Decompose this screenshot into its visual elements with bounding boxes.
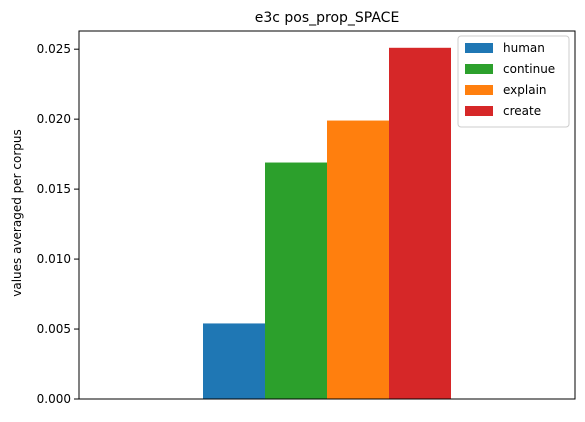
legend-box xyxy=(457,35,570,128)
bar-explain xyxy=(327,120,389,399)
bar-continue xyxy=(265,162,327,399)
legend-swatch-create xyxy=(465,106,493,116)
legend: human continue explain create xyxy=(457,35,570,128)
chart-title: e3c pos_prop_SPACE xyxy=(255,10,400,26)
legend-swatch-explain xyxy=(465,85,493,95)
legend-swatch-continue xyxy=(465,64,493,74)
bars-group xyxy=(203,47,451,400)
legend-label-create: create xyxy=(503,104,541,118)
bar-create xyxy=(389,47,451,400)
plot-frame xyxy=(78,30,576,400)
y-axis: 0.000 0.005 0.010 0.015 0.020 0.025 xyxy=(37,42,79,406)
y-tick-label: 0.005 xyxy=(37,322,71,336)
legend-label-continue: continue xyxy=(503,62,555,76)
bar-human xyxy=(203,323,265,399)
y-tick-label: 0.010 xyxy=(37,252,71,266)
y-tick-label: 0.025 xyxy=(37,42,71,56)
legend-label-human: human xyxy=(503,41,545,55)
y-tick-label: 0.000 xyxy=(37,392,71,406)
y-tick-label: 0.015 xyxy=(37,182,71,196)
y-tick-label: 0.020 xyxy=(37,112,71,126)
legend-label-explain: explain xyxy=(503,83,547,97)
y-axis-label: values averaged per corpus xyxy=(10,129,24,297)
legend-swatch-human xyxy=(465,43,493,53)
